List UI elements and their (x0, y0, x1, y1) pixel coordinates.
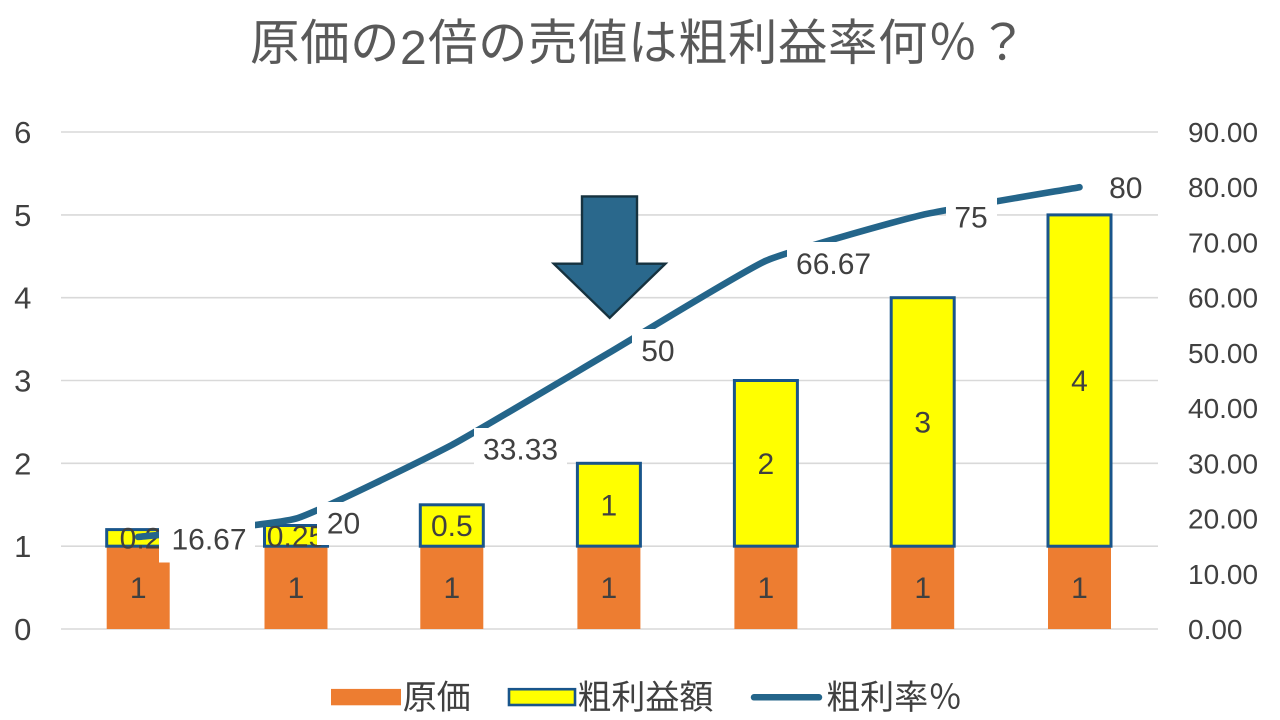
svg-text:4: 4 (1071, 365, 1088, 398)
svg-text:1: 1 (601, 572, 618, 605)
svg-text:1: 1 (914, 572, 931, 605)
svg-text:10.00: 10.00 (1188, 559, 1258, 590)
svg-text:6: 6 (14, 115, 31, 150)
svg-text:50: 50 (641, 335, 674, 368)
svg-text:30.00: 30.00 (1188, 448, 1258, 479)
svg-text:1: 1 (758, 572, 775, 605)
svg-text:20: 20 (327, 508, 360, 541)
svg-text:1: 1 (130, 572, 147, 605)
svg-text:3: 3 (914, 406, 931, 439)
svg-text:50.00: 50.00 (1188, 338, 1258, 369)
svg-text:16.67: 16.67 (171, 524, 246, 557)
svg-text:90.00: 90.00 (1188, 117, 1258, 148)
svg-text:0.00: 0.00 (1188, 614, 1243, 645)
svg-text:1: 1 (14, 529, 31, 564)
svg-text:1: 1 (443, 572, 460, 605)
svg-text:1: 1 (1071, 572, 1088, 605)
svg-text:75: 75 (954, 201, 987, 234)
svg-text:2: 2 (14, 446, 31, 481)
svg-text:70.00: 70.00 (1188, 228, 1258, 259)
svg-text:1: 1 (288, 572, 305, 605)
svg-text:4: 4 (14, 281, 31, 316)
svg-text:33.33: 33.33 (483, 434, 558, 467)
svg-text:2: 2 (758, 448, 775, 481)
svg-text:0: 0 (14, 612, 31, 647)
svg-text:1: 1 (601, 489, 618, 522)
svg-text:0.5: 0.5 (431, 510, 473, 543)
svg-text:40.00: 40.00 (1188, 393, 1258, 424)
svg-text:0.25: 0.25 (267, 520, 325, 553)
svg-text:80: 80 (1109, 172, 1142, 205)
svg-text:60.00: 60.00 (1188, 283, 1258, 314)
svg-text:80.00: 80.00 (1188, 172, 1258, 203)
svg-text:66.67: 66.67 (796, 248, 871, 281)
svg-text:5: 5 (14, 198, 31, 233)
svg-text:3: 3 (14, 364, 31, 399)
svg-text:2: 2 (400, 22, 427, 75)
svg-text:20.00: 20.00 (1188, 504, 1258, 535)
